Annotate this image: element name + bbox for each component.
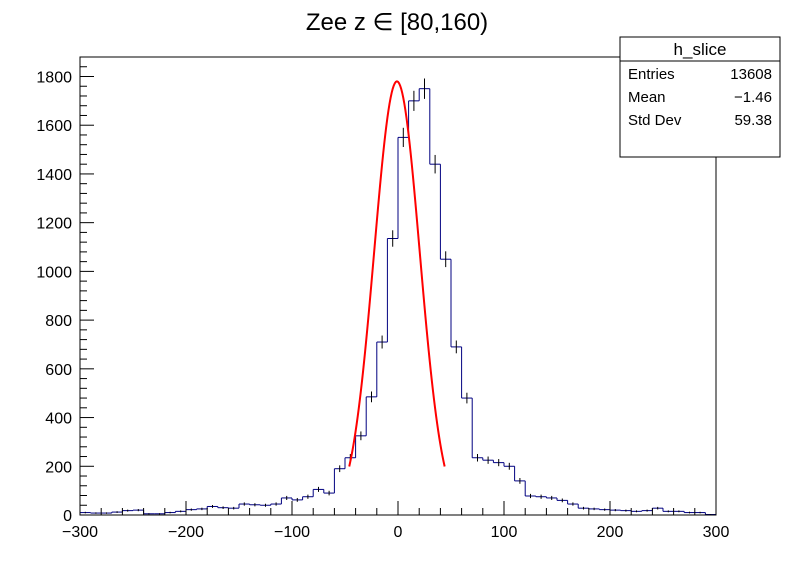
x-tick-label: −200 [168, 524, 204, 541]
x-tick-label: −300 [62, 524, 98, 541]
y-tick-label: 1600 [36, 118, 72, 135]
x-tick-label: 0 [394, 524, 403, 541]
y-tick-label: 200 [45, 459, 72, 476]
stats-box: h_slice Entries 13608 Mean −1.46 Std Dev… [619, 36, 781, 158]
y-tick-label: 600 [45, 362, 72, 379]
chart-title: Zee z ∈ [80,160) [306, 9, 488, 36]
y-tick-label: 1800 [36, 69, 72, 86]
y-tick-label: 1400 [36, 167, 72, 184]
y-tick-label: 0 [63, 508, 72, 525]
x-tick-label: 200 [597, 524, 624, 541]
y-tick-label: 1000 [36, 264, 72, 281]
stats-mean-value: −1.46 [734, 89, 772, 106]
stats-stddev-label: Std Dev [628, 112, 682, 129]
y-tick-label: 400 [45, 411, 72, 428]
x-tick-label: 100 [491, 524, 518, 541]
stats-mean-label: Mean [628, 89, 666, 106]
axis-ticks: −300 −200 −100 0 100 200 300 0 200 400 600 800 1000 1… [36, 56, 730, 541]
gaussian-fit-line [348, 80, 446, 467]
histogram-group [79, 78, 717, 516]
stats-box-frame [619, 36, 781, 158]
y-tick-label: 800 [45, 313, 72, 330]
y-tick-label: 1200 [36, 216, 72, 233]
stats-entries-label: Entries [628, 66, 675, 83]
fit-group [348, 80, 446, 467]
stats-stddev-value: 59.38 [734, 112, 772, 129]
stats-box-title: h_slice [674, 40, 727, 59]
x-tick-label: 300 [703, 524, 730, 541]
stats-entries-value: 13608 [730, 66, 772, 83]
x-tick-label: −100 [274, 524, 310, 541]
